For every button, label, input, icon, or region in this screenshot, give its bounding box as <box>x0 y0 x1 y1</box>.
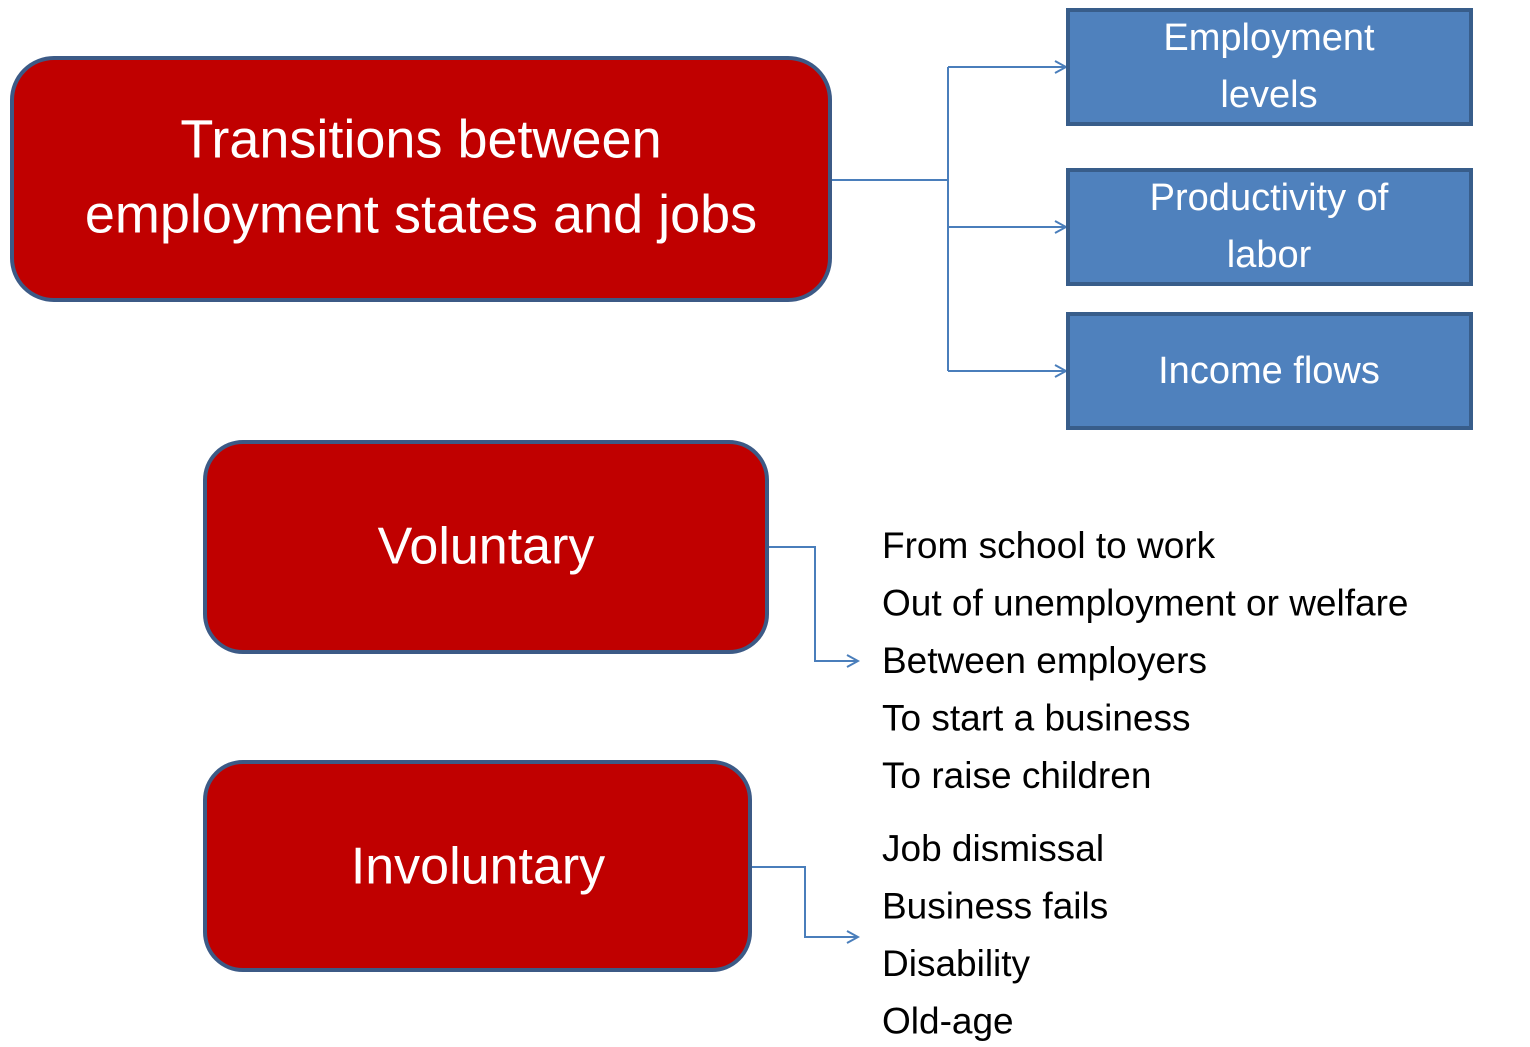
main-label: Transitions between <box>180 109 661 169</box>
involuntary-item: Job dismissal <box>882 828 1104 869</box>
arrow <box>767 546 858 661</box>
voluntary-item: Between employers <box>882 640 1207 681</box>
involuntary-label: Involuntary <box>351 838 605 896</box>
main-label: employment states and jobs <box>85 184 757 244</box>
involuntary-item: Business fails <box>882 885 1108 926</box>
voluntary-label: Voluntary <box>378 518 595 576</box>
voluntary-item: From school to work <box>882 525 1216 566</box>
involuntary-item: Disability <box>882 943 1031 984</box>
outcome-label: labor <box>1227 234 1312 276</box>
outcome-box <box>1066 312 1473 430</box>
outcome-box <box>1066 8 1473 126</box>
outcome-label: Employment <box>1163 17 1375 59</box>
outcome-label: Productivity of <box>1150 177 1389 219</box>
outcome-box <box>1066 168 1473 286</box>
involuntary-item: Old-age <box>882 1000 1014 1041</box>
involuntary-box <box>203 760 752 972</box>
outcome-label: levels <box>1220 74 1317 116</box>
arrow <box>750 866 858 937</box>
outcome-label: Income flows <box>1158 350 1380 392</box>
voluntary-item: To raise children <box>882 755 1151 796</box>
connector <box>830 67 949 371</box>
main-box <box>10 56 832 302</box>
lists: From school to work Out of unemployment o… <box>882 525 1408 1042</box>
voluntary-item: Out of unemployment or welfare <box>882 582 1408 623</box>
voluntary-box <box>203 440 769 654</box>
voluntary-item: To start a business <box>882 697 1190 738</box>
